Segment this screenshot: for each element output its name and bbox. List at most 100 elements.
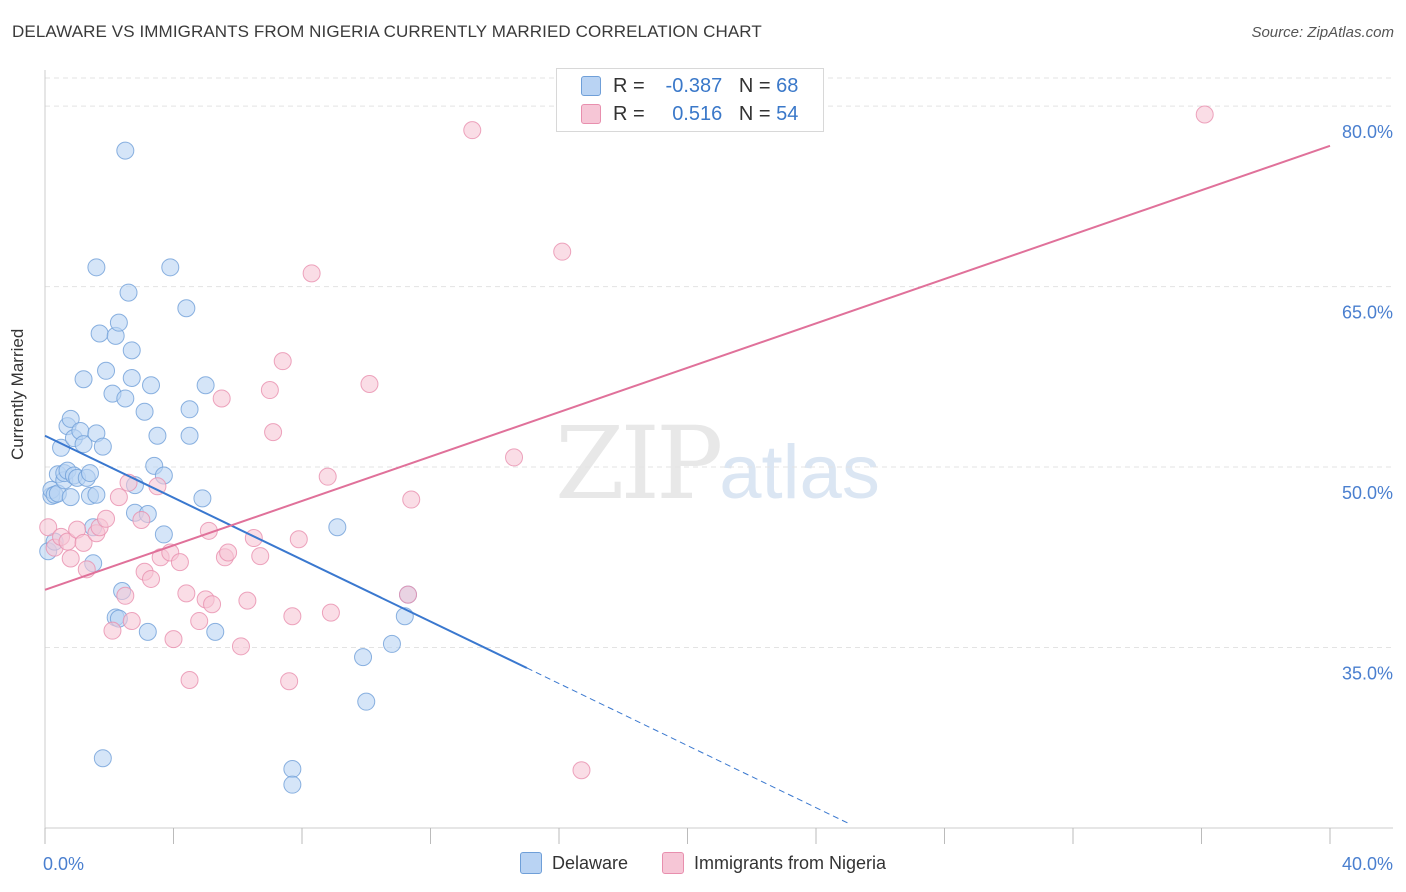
point-nigeria — [360, 375, 379, 394]
bottom-legend-label-delaware: Delaware — [551, 852, 628, 873]
point-delaware — [135, 402, 154, 421]
point-delaware — [206, 622, 225, 641]
point-nigeria — [321, 603, 340, 622]
point-delaware — [122, 369, 141, 388]
bottom-legend-delaware[interactable]: Delaware — [519, 852, 628, 874]
bottom-legend-label-nigeria: Immigrants from Nigeria — [694, 852, 887, 873]
point-delaware — [87, 258, 106, 277]
point-delaware — [177, 299, 196, 318]
point-delaware — [283, 775, 302, 794]
y-tick-label: 80.0% — [1342, 122, 1393, 142]
point-delaware — [87, 485, 106, 504]
point-nigeria — [572, 761, 591, 780]
x-tick-label: 0.0% — [43, 854, 84, 874]
point-nigeria — [399, 585, 418, 604]
point-nigeria — [180, 671, 199, 690]
legend-swatch-nigeria — [581, 104, 601, 124]
point-nigeria — [203, 595, 222, 614]
legend-r-label: R = — [613, 102, 645, 125]
point-nigeria — [109, 488, 128, 507]
point-nigeria — [212, 389, 231, 408]
point-nigeria — [190, 612, 209, 631]
point-delaware — [93, 749, 112, 768]
point-nigeria — [170, 553, 189, 572]
point-nigeria — [283, 607, 302, 626]
point-nigeria — [103, 621, 122, 640]
point-nigeria — [61, 549, 80, 568]
point-nigeria — [402, 490, 421, 509]
point-nigeria — [244, 529, 263, 548]
point-nigeria — [116, 586, 135, 605]
point-nigeria — [231, 637, 250, 656]
point-nigeria — [238, 591, 257, 610]
point-delaware — [61, 409, 80, 428]
trend-line-delaware — [44, 434, 528, 669]
point-delaware — [154, 525, 173, 544]
point-delaware — [395, 607, 414, 626]
legend-n-value-nigeria: 54 — [776, 102, 799, 125]
point-nigeria — [553, 242, 572, 261]
y-tick-label: 65.0% — [1342, 303, 1393, 323]
trend-line-nigeria — [44, 144, 1331, 591]
legend-swatch-delaware — [581, 76, 601, 96]
point-delaware — [138, 622, 157, 641]
point-nigeria — [39, 518, 58, 537]
point-nigeria — [505, 448, 524, 467]
point-nigeria — [318, 467, 337, 486]
point-nigeria — [302, 264, 321, 283]
point-delaware — [354, 648, 373, 667]
bottom-legend-swatch-delaware — [519, 852, 542, 874]
point-delaware — [142, 376, 161, 395]
point-delaware — [74, 370, 93, 389]
point-delaware — [80, 464, 99, 483]
point-nigeria — [219, 543, 238, 562]
legend-n-label: N = — [738, 74, 771, 97]
point-nigeria — [289, 530, 308, 549]
point-delaware — [328, 518, 347, 537]
bottom-legend-nigeria[interactable]: Immigrants from Nigeria — [662, 852, 886, 874]
point-delaware — [180, 400, 199, 419]
point-nigeria — [97, 509, 116, 528]
point-delaware — [196, 376, 215, 395]
watermark: ZIPatlas — [555, 405, 880, 522]
point-delaware — [382, 634, 401, 653]
point-delaware — [357, 692, 376, 711]
y-tick-label: 50.0% — [1342, 483, 1393, 503]
legend-row-delaware: R = -0.387 N = 68 — [581, 73, 798, 99]
point-delaware — [74, 435, 93, 454]
y-axis-label: Currently Married — [8, 328, 27, 460]
point-nigeria — [251, 547, 270, 566]
watermark-atlas: atlas — [719, 430, 880, 515]
point-delaware — [116, 389, 135, 408]
point-delaware — [161, 258, 180, 277]
legend-n-value-delaware: 68 — [776, 74, 799, 97]
point-nigeria — [164, 630, 183, 649]
point-delaware — [93, 437, 112, 456]
point-nigeria — [273, 352, 292, 371]
bottom-legend: Delaware Immigrants from Nigeria — [0, 852, 1406, 874]
point-nigeria — [74, 533, 93, 552]
point-nigeria — [260, 381, 279, 400]
legend: R = -0.387 N = 68 R = 0.516 N = 54 — [556, 68, 824, 132]
point-delaware — [180, 426, 199, 445]
point-delaware — [193, 489, 212, 508]
point-nigeria — [177, 584, 196, 603]
legend-r-label: R = — [613, 74, 645, 97]
source-label: Source: ZipAtlas.com — [1251, 24, 1394, 41]
point-delaware — [109, 313, 128, 332]
watermark-zip: ZIP — [555, 405, 723, 522]
point-nigeria — [142, 569, 161, 588]
point-delaware — [119, 283, 138, 302]
point-nigeria — [132, 510, 151, 529]
point-nigeria — [1195, 105, 1214, 124]
point-delaware — [122, 341, 141, 360]
point-nigeria — [463, 121, 482, 140]
point-nigeria — [280, 672, 299, 691]
y-tick-label: 35.0% — [1342, 664, 1393, 684]
chart-title: DELAWARE VS IMMIGRANTS FROM NIGERIA CURR… — [12, 22, 762, 41]
bottom-legend-swatch-nigeria — [662, 852, 684, 874]
point-delaware — [97, 361, 116, 380]
point-delaware — [61, 488, 80, 507]
legend-row-nigeria: R = 0.516 N = 54 — [581, 101, 798, 127]
